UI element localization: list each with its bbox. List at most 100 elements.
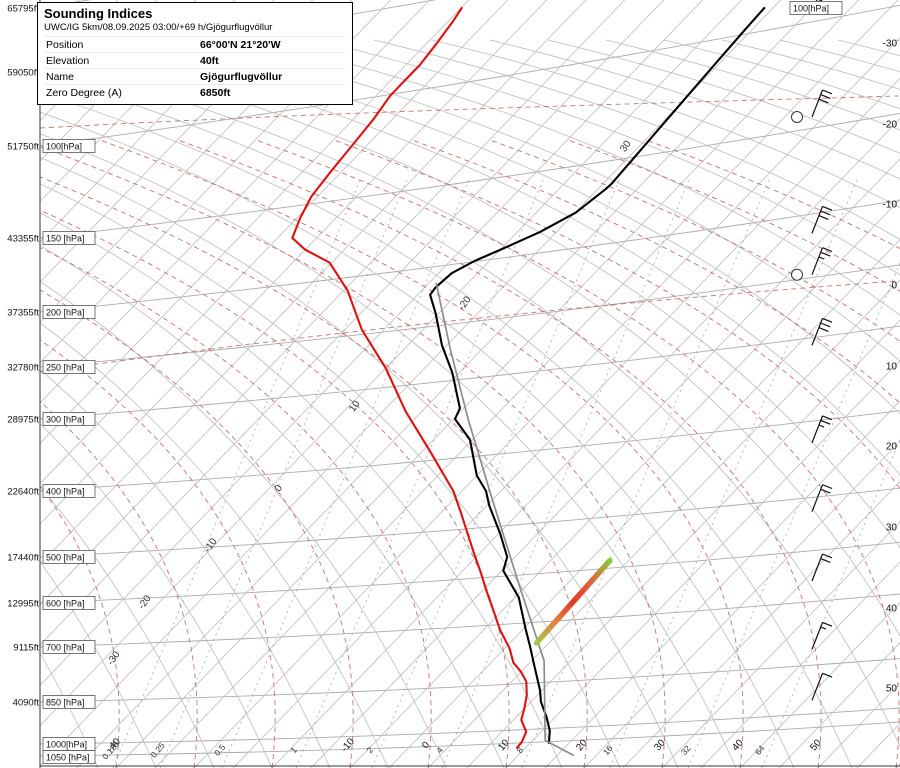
isotherm-line — [739, 601, 900, 768]
isotherm-line — [700, 561, 900, 768]
wind-barb-icon — [811, 415, 833, 444]
isobar-line — [40, 593, 900, 648]
altitude-label: 59050ft — [7, 68, 39, 79]
isotherm-line — [544, 400, 900, 768]
pressure-label-box — [42, 750, 96, 764]
dry-adiabat-line — [83, 39, 900, 476]
dry-adiabat-line — [40, 212, 563, 768]
temperature-axis-label: 0 — [420, 739, 432, 751]
dry-adiabat-line — [779, 39, 900, 73]
mixing-ratio-label: 4 — [434, 745, 445, 755]
temperature-axis-label: 0 — [891, 281, 897, 292]
mixing-ratio-label: 16 — [601, 743, 615, 757]
moist-adiabat-line — [99, 139, 744, 768]
isotherm-line — [40, 0, 235, 202]
isotherm-line — [40, 0, 352, 323]
dry-adiabat-line — [40, 369, 331, 768]
row-value: 40ft — [198, 52, 346, 69]
row-label: Name — [44, 68, 198, 85]
isotherm-line — [40, 0, 430, 404]
isobar-line — [40, 721, 900, 757]
mixing-ratio-label: 32 — [679, 743, 693, 757]
pressure-label-box — [42, 305, 96, 319]
isotherm-line — [622, 480, 900, 768]
pressure-label: 100[hPa] — [46, 142, 82, 152]
dry-adiabat-line — [721, 39, 900, 90]
moist-adiabat-line — [40, 485, 120, 768]
dry-adiabat-line — [315, 39, 900, 276]
moist-adiabat-line — [40, 176, 588, 768]
dewpoint-curve — [291, 6, 528, 749]
wind-barb-icon — [811, 672, 833, 701]
isotherm-line — [895, 763, 900, 768]
axis-labels: 65795ft 59050ft 51750ft 43355ft 37355ft 32780… — [7, 1, 898, 764]
pressure-label-box — [42, 139, 96, 153]
dry-adiabat-line — [40, 92, 853, 768]
dry-adiabat-line — [40, 485, 215, 768]
pressure-label-box — [42, 412, 96, 426]
moist-adiabat-line — [333, 139, 900, 490]
moist-adiabat-line — [255, 139, 900, 768]
row-label: Position — [44, 36, 198, 53]
temperature-curve — [429, 6, 766, 745]
pressure-label: 300 [hPa] — [46, 415, 85, 425]
altitude-label: 12995ft — [7, 599, 39, 610]
adiabat-label: 0 — [273, 483, 285, 494]
isotherm-line — [271, 118, 900, 768]
dry-adiabat-line — [40, 422, 273, 768]
pressure-label: 100[hPa] — [793, 4, 829, 14]
table-row: Zero Degree (A) 6850ft — [44, 84, 346, 100]
dry-adiabat-line — [199, 39, 900, 362]
adiabat-label: 10 — [347, 398, 363, 414]
mixing-ratio-line — [159, 179, 408, 768]
altitude-label: 17440ft — [7, 553, 39, 564]
moist-adiabat-line — [40, 289, 354, 768]
wind-barb-icon — [811, 247, 833, 275]
sounding-indices-table: Position 66°00'N 21°20'W Elevation 40ft … — [44, 36, 346, 100]
moist-adiabat-line — [40, 209, 510, 768]
altitude-label: 51750ft — [7, 142, 39, 153]
pressure-label-box — [42, 484, 96, 498]
isobar-line — [40, 325, 900, 420]
altitude-label: 9115ft — [13, 643, 39, 654]
temperature-axis-label: -20 — [883, 120, 898, 131]
pressure-label: 1050 [hPa] — [46, 753, 90, 763]
altitude-label: 43355ft — [7, 234, 39, 245]
pressure-label-box — [42, 550, 96, 564]
level-circle-icon — [791, 111, 803, 123]
isobar-line — [40, 112, 900, 239]
parcel-curve — [435, 282, 574, 756]
row-value: Gjögurflugvöllur — [198, 68, 346, 85]
isotherm-line — [154, 0, 898, 768]
pressure-label: 850 [hPa] — [46, 698, 85, 708]
pressure-label-box — [42, 640, 96, 654]
isotherm-line — [583, 440, 900, 768]
pressure-label: 150 [hPa] — [46, 234, 85, 244]
isotherm-line — [661, 521, 900, 768]
isotherm-line — [40, 0, 742, 727]
pressure-label-box — [42, 596, 96, 610]
mixing-ratio-line — [295, 179, 544, 768]
isotherm-line — [76, 0, 820, 768]
mixing-ratio-line — [761, 438, 900, 768]
wind-barb-icon — [811, 205, 833, 234]
row-label: Zero Degree (A) — [44, 84, 198, 100]
temperature-axis-label: 50 — [808, 737, 824, 753]
moist-adiabat-line — [489, 139, 900, 342]
isotherm-line — [349, 198, 900, 768]
wind-barb-icon — [811, 484, 833, 512]
dry-adiabat-line — [40, 133, 737, 768]
moist-adiabat-line — [567, 139, 900, 292]
pressure-label-box — [42, 231, 96, 245]
temperature-axis-label: 50 — [886, 684, 898, 695]
sounding-info-panel: Sounding Indices UWC/IG 5km/08.09.2025 0… — [37, 2, 353, 105]
dry-adiabat-line — [40, 157, 679, 768]
isotherm-line — [40, 0, 313, 283]
chart-frame — [39, 0, 900, 768]
dry-adiabat-line — [663, 39, 900, 110]
isobar-line — [40, 199, 900, 313]
mixing-ratio-line — [441, 179, 690, 768]
mixing-ratio-label: 64 — [753, 743, 767, 757]
